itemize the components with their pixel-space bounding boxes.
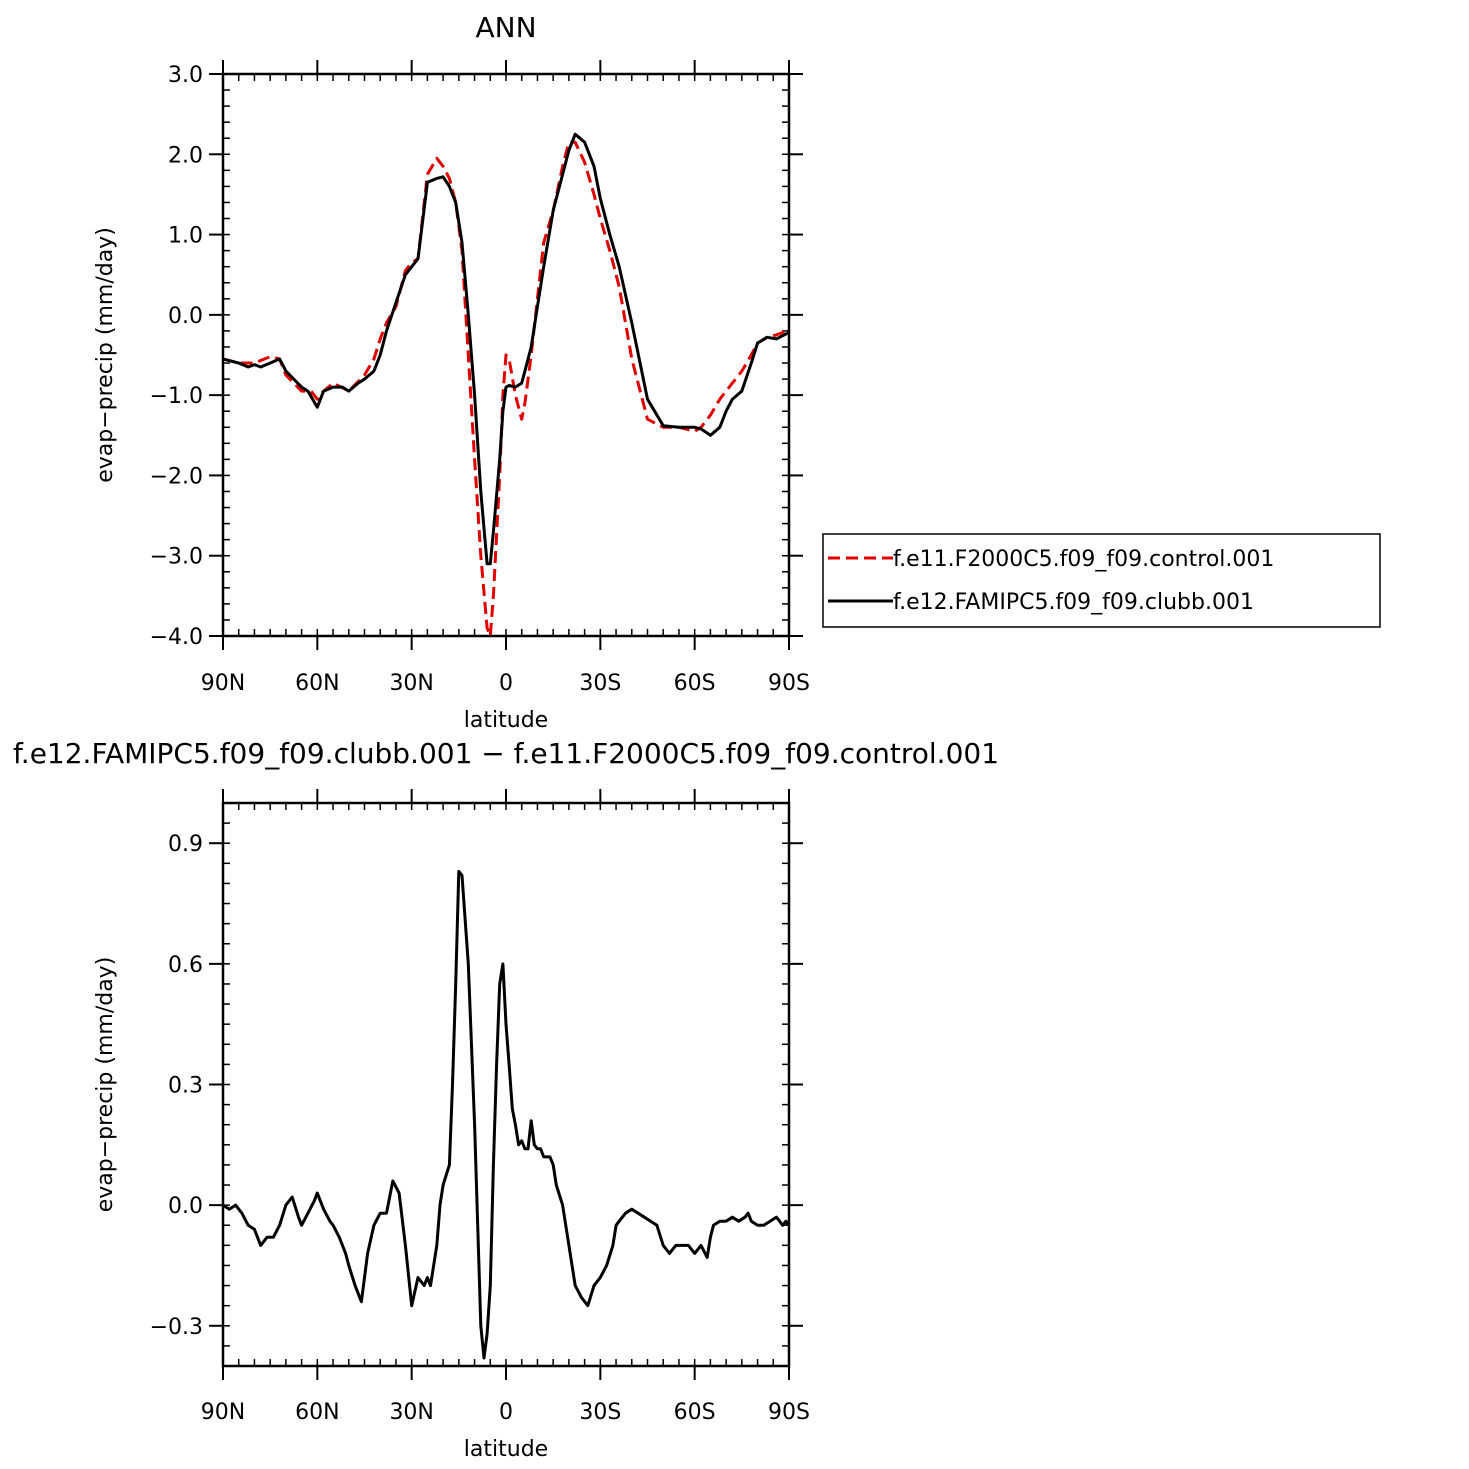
- x-tick-label: 0: [499, 671, 513, 696]
- legend: f.e11.F2000C5.f09_f09.control.001 f.e12.F…: [822, 533, 1381, 628]
- y-tick-label: 0.9: [168, 832, 203, 857]
- y-tick-label: 0.3: [168, 1074, 203, 1099]
- top-panel: ANN 3.0 2.0 1.0 0.0 −1.0 −2.0 −3.0 −4.0 90N 60N 30N…: [93, 11, 810, 733]
- y-tick-label: 3.0: [168, 63, 203, 88]
- series-line-2: [223, 132, 789, 566]
- y-tick-label: 0.0: [168, 304, 203, 329]
- plot-frame: [221, 801, 791, 1368]
- x-tick-label: 30N: [389, 671, 433, 696]
- y-tick-label: −2.0: [150, 464, 203, 489]
- x-tick-label: 30N: [389, 1400, 433, 1425]
- x-tick-label: 60S: [674, 1400, 716, 1425]
- x-tick-label: 0: [499, 1400, 513, 1425]
- x-tick-label: 60S: [674, 671, 716, 696]
- legend-label: f.e11.F2000C5.f09_f09.control.001: [893, 547, 1274, 572]
- bottom-panel: f.e12.FAMIPC5.f09_f09.clubb.001 − f.e11.…: [13, 737, 999, 1462]
- legend-label: f.e12.FAMIPC5.f09_f09.clubb.001: [893, 590, 1254, 615]
- x-tick-label: 90N: [201, 671, 245, 696]
- x-tick-label: 60N: [295, 1400, 339, 1425]
- x-tick-label: 30S: [579, 1400, 621, 1425]
- y-tick-label: 0.0: [168, 1194, 203, 1219]
- x-axis-title: latitude: [464, 1437, 548, 1462]
- y-tick-label: 1.0: [168, 224, 203, 249]
- y-tick-label: −3.0: [150, 545, 203, 570]
- y-axis-title: evap−precip (mm/day): [93, 227, 118, 483]
- y-tick-label: 2.0: [168, 143, 203, 168]
- chart-title: ANN: [475, 11, 536, 44]
- y-tick-label: −0.3: [150, 1315, 203, 1340]
- y-tick-label: 0.6: [168, 953, 203, 978]
- x-tick-label: 60N: [295, 671, 339, 696]
- x-tick-label: 90S: [768, 671, 810, 696]
- x-axis-title: latitude: [464, 708, 548, 733]
- y-tick-label: −1.0: [150, 384, 203, 409]
- x-tick-label: 90N: [201, 1400, 245, 1425]
- x-tick-label: 30S: [579, 671, 621, 696]
- chart-title: f.e12.FAMIPC5.f09_f09.clubb.001 − f.e11.…: [13, 737, 999, 770]
- y-tick-label: −4.0: [150, 625, 203, 650]
- legend-box: [822, 533, 1381, 628]
- x-tick-label: 90S: [768, 1400, 810, 1425]
- series-line-1: [223, 869, 789, 1360]
- y-axis-title: evap−precip (mm/day): [93, 957, 118, 1213]
